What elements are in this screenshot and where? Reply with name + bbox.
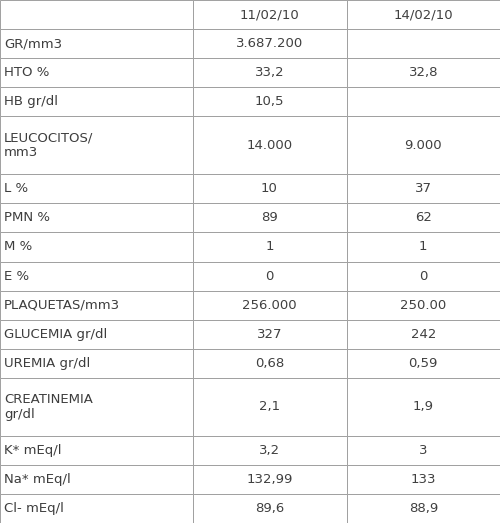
- Bar: [192, 262, 346, 291]
- Bar: [0, 262, 192, 291]
- Text: 0: 0: [266, 269, 274, 282]
- Text: 1: 1: [265, 241, 274, 254]
- Text: 32,8: 32,8: [408, 66, 438, 79]
- Bar: [192, 494, 346, 523]
- Bar: [346, 320, 500, 349]
- Text: 9.000: 9.000: [404, 139, 442, 152]
- Text: GLUCEMIA gr/dl: GLUCEMIA gr/dl: [4, 327, 107, 340]
- Bar: [192, 0, 346, 29]
- Bar: [346, 116, 500, 174]
- Text: 62: 62: [415, 211, 432, 224]
- Text: 89: 89: [261, 211, 278, 224]
- Text: LEUCOCITOS/
mm3: LEUCOCITOS/ mm3: [4, 131, 94, 160]
- Text: 3,2: 3,2: [259, 444, 280, 457]
- Text: Na* mEq/l: Na* mEq/l: [4, 473, 71, 486]
- Bar: [192, 465, 346, 494]
- Bar: [0, 58, 192, 87]
- Text: 250.00: 250.00: [400, 299, 446, 312]
- Text: HTO %: HTO %: [4, 66, 50, 79]
- Text: 10: 10: [261, 183, 278, 196]
- Bar: [0, 349, 192, 378]
- Text: 132,99: 132,99: [246, 473, 292, 486]
- Bar: [0, 29, 192, 58]
- Bar: [0, 378, 192, 436]
- Bar: [0, 320, 192, 349]
- Text: 3.687.200: 3.687.200: [236, 37, 303, 50]
- Bar: [192, 320, 346, 349]
- Text: L %: L %: [4, 183, 28, 196]
- Bar: [346, 436, 500, 465]
- Text: UREMIA gr/dl: UREMIA gr/dl: [4, 357, 90, 370]
- Bar: [192, 29, 346, 58]
- Bar: [192, 291, 346, 320]
- Text: CREATINEMIA
gr/dl: CREATINEMIA gr/dl: [4, 393, 93, 421]
- Bar: [0, 87, 192, 116]
- Bar: [192, 232, 346, 262]
- Bar: [346, 494, 500, 523]
- Bar: [346, 465, 500, 494]
- Bar: [192, 116, 346, 174]
- Bar: [192, 58, 346, 87]
- Bar: [346, 349, 500, 378]
- Bar: [0, 0, 192, 29]
- Text: 33,2: 33,2: [254, 66, 284, 79]
- Text: 0,68: 0,68: [255, 357, 284, 370]
- Text: 3: 3: [419, 444, 428, 457]
- Text: 1,9: 1,9: [413, 400, 434, 413]
- Bar: [192, 436, 346, 465]
- Text: 242: 242: [410, 327, 436, 340]
- Bar: [0, 116, 192, 174]
- Text: 88,9: 88,9: [408, 502, 438, 515]
- Bar: [346, 291, 500, 320]
- Text: 133: 133: [410, 473, 436, 486]
- Bar: [192, 349, 346, 378]
- Bar: [192, 203, 346, 232]
- Bar: [346, 29, 500, 58]
- Bar: [0, 291, 192, 320]
- Text: E %: E %: [4, 269, 29, 282]
- Bar: [0, 436, 192, 465]
- Text: Cl- mEq/l: Cl- mEq/l: [4, 502, 64, 515]
- Text: 14/02/10: 14/02/10: [394, 8, 453, 21]
- Text: 11/02/10: 11/02/10: [240, 8, 300, 21]
- Text: 0,59: 0,59: [408, 357, 438, 370]
- Bar: [192, 87, 346, 116]
- Text: 327: 327: [257, 327, 282, 340]
- Bar: [192, 174, 346, 203]
- Bar: [192, 378, 346, 436]
- Text: 256.000: 256.000: [242, 299, 297, 312]
- Bar: [346, 203, 500, 232]
- Text: 1: 1: [419, 241, 428, 254]
- Bar: [0, 203, 192, 232]
- Bar: [346, 174, 500, 203]
- Text: GR/mm3: GR/mm3: [4, 37, 62, 50]
- Bar: [0, 174, 192, 203]
- Text: 0: 0: [419, 269, 428, 282]
- Text: 10,5: 10,5: [255, 95, 284, 108]
- Bar: [0, 494, 192, 523]
- Bar: [346, 262, 500, 291]
- Bar: [0, 232, 192, 262]
- Text: 89,6: 89,6: [255, 502, 284, 515]
- Bar: [346, 378, 500, 436]
- Bar: [346, 87, 500, 116]
- Text: 14.000: 14.000: [246, 139, 292, 152]
- Text: PLAQUETAS/mm3: PLAQUETAS/mm3: [4, 299, 120, 312]
- Text: 2,1: 2,1: [259, 400, 280, 413]
- Text: K* mEq/l: K* mEq/l: [4, 444, 61, 457]
- Bar: [346, 232, 500, 262]
- Bar: [0, 465, 192, 494]
- Text: 37: 37: [415, 183, 432, 196]
- Bar: [346, 58, 500, 87]
- Text: PMN %: PMN %: [4, 211, 50, 224]
- Text: HB gr/dl: HB gr/dl: [4, 95, 58, 108]
- Bar: [346, 0, 500, 29]
- Text: M %: M %: [4, 241, 32, 254]
